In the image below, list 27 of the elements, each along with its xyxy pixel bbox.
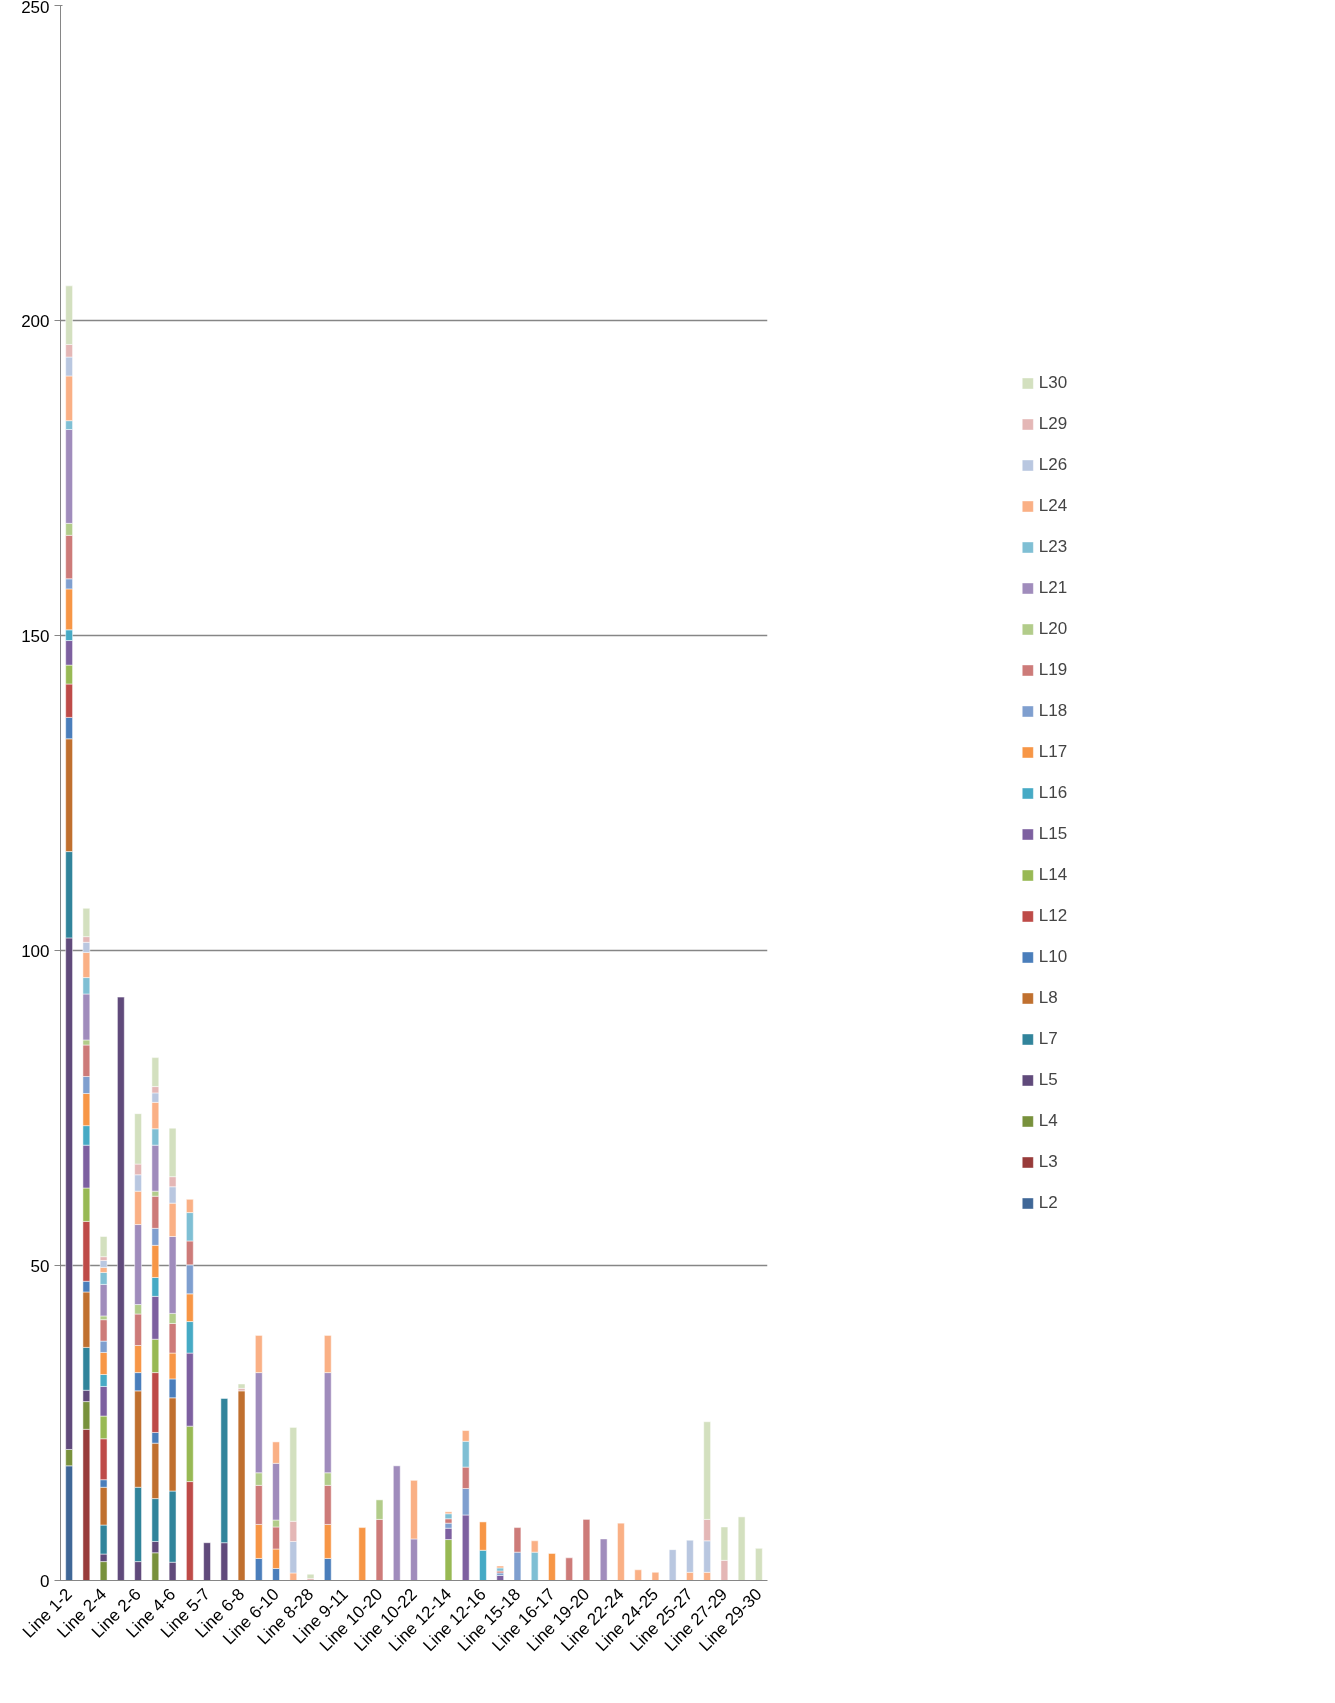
legend-label: L18 <box>1038 700 1068 721</box>
y-tick-label: 150 <box>21 626 50 646</box>
legend-label: L26 <box>1038 454 1068 475</box>
legend-label: L24 <box>1038 495 1068 516</box>
legend-label: L4 <box>1038 1110 1059 1131</box>
legend-label: L12 <box>1038 905 1068 926</box>
legend-label: L5 <box>1038 1069 1059 1090</box>
legend-label: L2 <box>1038 1192 1059 1213</box>
legend-label: L21 <box>1038 577 1068 598</box>
legend-label: L8 <box>1038 987 1059 1008</box>
legend-label: L19 <box>1038 659 1068 680</box>
legend-label: L15 <box>1038 823 1068 844</box>
legend-label: L14 <box>1038 864 1068 885</box>
legend-label: L29 <box>1038 413 1068 434</box>
y-tick-label: 50 <box>30 1256 50 1276</box>
y-tick-label: 100 <box>21 941 50 961</box>
legend-label: L30 <box>1038 372 1068 393</box>
legend-label: L20 <box>1038 618 1068 639</box>
legend-label: L10 <box>1038 946 1068 967</box>
y-tick-label: 0 <box>40 1571 50 1591</box>
legend-label: L3 <box>1038 1151 1059 1172</box>
y-tick-label: 200 <box>21 311 50 331</box>
legend-label: L17 <box>1038 741 1068 762</box>
y-tick-label: 250 <box>21 0 50 17</box>
legend-label: L23 <box>1038 536 1068 557</box>
legend-label: L7 <box>1038 1028 1059 1049</box>
legend-label: L16 <box>1038 782 1068 803</box>
